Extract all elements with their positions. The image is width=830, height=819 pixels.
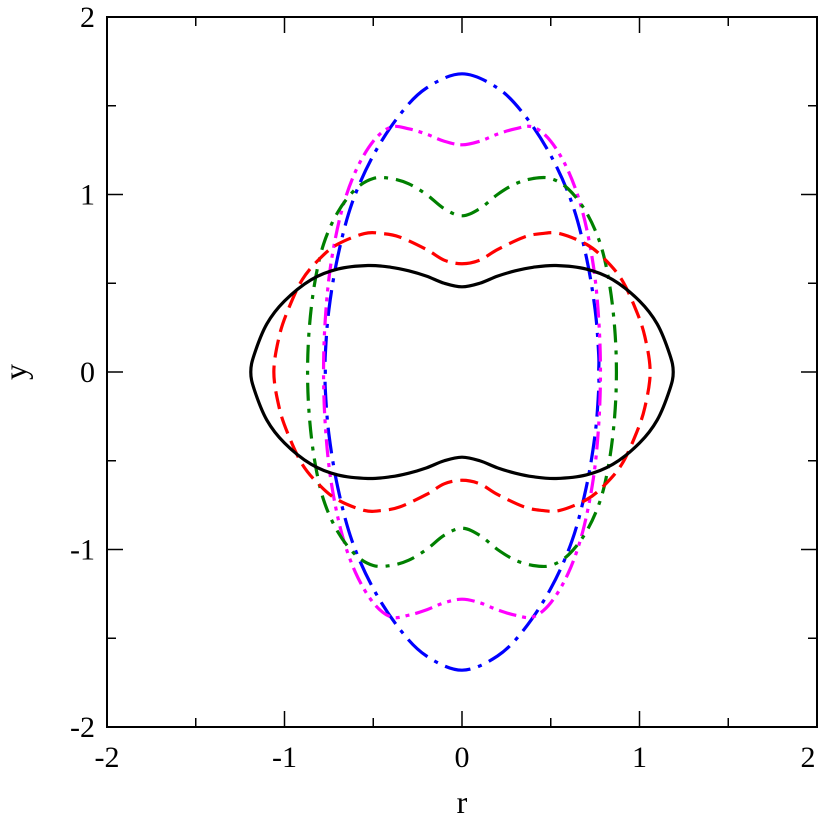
x-tick-label: -2 bbox=[95, 741, 120, 774]
plot-frame bbox=[106, 16, 818, 728]
x-tick-label: 0 bbox=[455, 741, 470, 774]
y-tick-label: 2 bbox=[80, 1, 95, 34]
y-tick-label: 1 bbox=[80, 179, 95, 212]
series-curve-1 bbox=[249, 263, 675, 481]
series-curve-2 bbox=[272, 231, 652, 513]
y-tick-label: -2 bbox=[70, 711, 95, 744]
x-tick-label: -1 bbox=[272, 741, 297, 774]
x-axis-label: r bbox=[457, 784, 468, 819]
series-curve-4 bbox=[321, 124, 603, 620]
y-axis-label: y bbox=[0, 364, 33, 380]
y-tick-label: 0 bbox=[80, 356, 95, 389]
x-tick-label: 1 bbox=[632, 741, 647, 774]
tick-labels: -2 -1 0 1 2 -2 -1 0 1 2 bbox=[70, 1, 816, 774]
y-tick-label: -1 bbox=[70, 534, 95, 567]
series-curve-5 bbox=[323, 72, 601, 672]
plot-curves bbox=[249, 72, 675, 672]
x-tick-label: 2 bbox=[801, 741, 816, 774]
series-curve-3 bbox=[305, 175, 619, 569]
axis-ticks bbox=[106, 16, 818, 728]
